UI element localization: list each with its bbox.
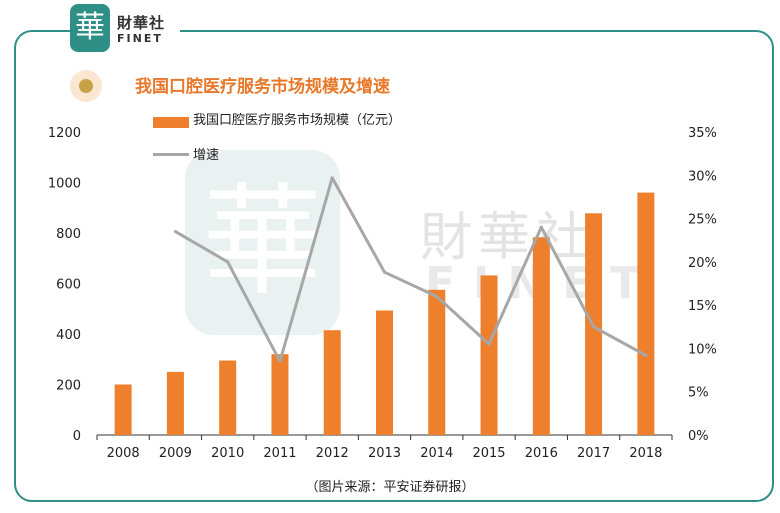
x-tick-label: 2015 xyxy=(472,446,505,461)
y-right-tick-label: 30% xyxy=(688,169,717,184)
bar-2013 xyxy=(376,310,393,435)
growth-point-2012 xyxy=(330,176,334,180)
x-tick-label: 2009 xyxy=(159,446,192,461)
finet-logo: 華 財華社 FINET xyxy=(70,4,180,54)
growth-point-2014 xyxy=(435,294,439,298)
growth-point-2016 xyxy=(539,225,543,229)
y-left-tick-label: 800 xyxy=(56,227,81,242)
y-left-tick-label: 200 xyxy=(56,379,81,394)
y-right-tick-label: 10% xyxy=(688,342,717,357)
chart-title: 我国口腔医疗服务市场规模及增速 xyxy=(135,77,390,97)
bar-2010 xyxy=(219,360,237,435)
watermark-name-en: FINET xyxy=(425,258,658,309)
y-right-tick-label: 0% xyxy=(688,429,709,444)
bar-2012 xyxy=(323,330,341,435)
y-left-tick-label: 1000 xyxy=(48,177,81,192)
title-bullet-icon xyxy=(70,70,102,102)
x-tick-label: 2010 xyxy=(211,446,244,461)
bar-2009 xyxy=(166,371,184,435)
bar-2008 xyxy=(114,384,132,435)
y-left-tick-label: 400 xyxy=(56,328,81,343)
x-tick-label: 2014 xyxy=(420,446,453,461)
legend-bar-swatch xyxy=(153,117,189,128)
legend-line-swatch xyxy=(153,153,189,156)
x-tick-label: 2018 xyxy=(629,446,662,461)
bar-2015 xyxy=(480,275,498,435)
legend-line-label: 增速 xyxy=(193,148,220,163)
y-right-tick-label: 35% xyxy=(688,126,717,141)
bar-2011 xyxy=(271,354,289,435)
logo-name-cn: 財華社 xyxy=(117,14,166,32)
x-tick-label: 2011 xyxy=(263,446,296,461)
y-right-tick-label: 5% xyxy=(688,386,709,401)
growth-point-2011 xyxy=(278,359,282,363)
growth-point-2017 xyxy=(592,325,596,329)
growth-point-2013 xyxy=(383,270,386,274)
x-tick-label: 2016 xyxy=(525,446,558,461)
growth-point-2010 xyxy=(226,260,230,264)
y-right-tick-label: 20% xyxy=(688,256,717,271)
x-tick-label: 2013 xyxy=(368,446,401,461)
x-tick-label: 2017 xyxy=(577,446,610,461)
y-right-tick-label: 25% xyxy=(688,213,717,228)
growth-rate-line xyxy=(174,176,647,363)
watermark-name-cn: 財華社 xyxy=(420,208,595,268)
source-note: （图片来源：平安证券研报） xyxy=(305,480,475,495)
growth-point-2009 xyxy=(173,230,177,234)
y-left-tick-label: 1200 xyxy=(48,126,81,141)
watermark-seal: 華 xyxy=(185,150,340,335)
bar-2014 xyxy=(428,289,446,435)
logo-seal-icon: 華 xyxy=(70,4,110,52)
y-left-tick-label: 0 xyxy=(73,429,81,444)
legend-bar-label: 我国口腔医疗服务市场规模（亿元） xyxy=(193,113,402,128)
y-right-tick-label: 15% xyxy=(688,299,717,314)
logo-name-en: FINET xyxy=(117,32,163,45)
growth-point-2015 xyxy=(487,342,491,346)
bar-2018 xyxy=(637,192,655,435)
x-tick-label: 2012 xyxy=(316,446,349,461)
growth-point-2018 xyxy=(644,353,648,357)
x-tick-label: 2008 xyxy=(107,446,140,461)
bar-2016 xyxy=(532,237,550,435)
y-left-tick-label: 600 xyxy=(56,278,81,293)
